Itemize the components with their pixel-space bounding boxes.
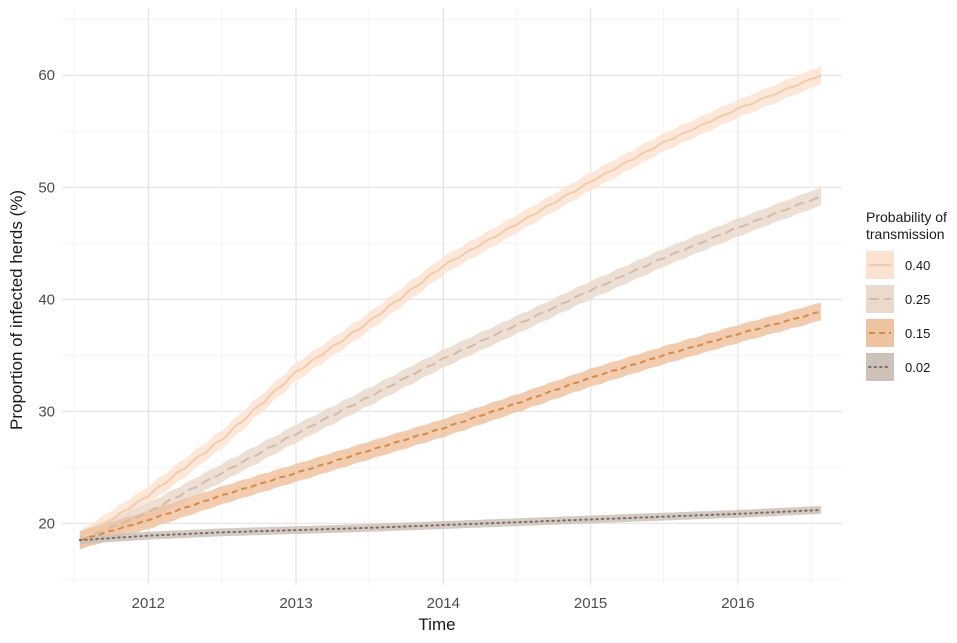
x-tick-label: 2016 [721, 595, 754, 612]
x-axis-ticks: 2012 2013 2014 2015 2016 [132, 595, 755, 612]
series-line-0.40 [79, 74, 822, 541]
x-tick-label: 2015 [574, 595, 607, 612]
y-tick-label: 60 [38, 67, 55, 84]
x-axis-title: Time [418, 615, 455, 634]
legend: Probability of transmission 0.40 0.25 0.15… [866, 209, 947, 381]
legend-title-line-2: transmission [866, 226, 945, 242]
series-line-0.02 [78, 508, 822, 542]
legend-label-0.15: 0.15 [905, 326, 930, 341]
legend-title-line-1: Probability of [866, 209, 947, 225]
legend-label-0.25: 0.25 [905, 292, 930, 307]
series-line-0.25 [79, 195, 822, 541]
y-tick-label: 20 [38, 515, 55, 532]
x-tick-label: 2012 [132, 595, 165, 612]
confidence-band-0.40 [79, 66, 822, 550]
y-tick-label: 40 [38, 291, 55, 308]
legend-items: 0.40 0.25 0.15 0.02 [866, 251, 930, 381]
y-tick-label: 30 [38, 403, 55, 420]
confidence-bands [79, 66, 822, 550]
legend-label-0.40: 0.40 [905, 258, 930, 273]
legend-label-0.02: 0.02 [905, 360, 930, 375]
y-tick-label: 50 [38, 179, 55, 196]
x-tick-label: 2014 [427, 595, 460, 612]
confidence-band-0.02 [79, 506, 822, 545]
series-lines [78, 74, 822, 542]
y-axis-title: Proportion of infected herds (%) [7, 190, 26, 430]
x-tick-label: 2013 [279, 595, 312, 612]
confidence-band-0.25 [79, 187, 822, 549]
series-line-0.15 [79, 310, 822, 542]
y-axis-ticks: 20 30 40 50 60 [38, 67, 55, 532]
